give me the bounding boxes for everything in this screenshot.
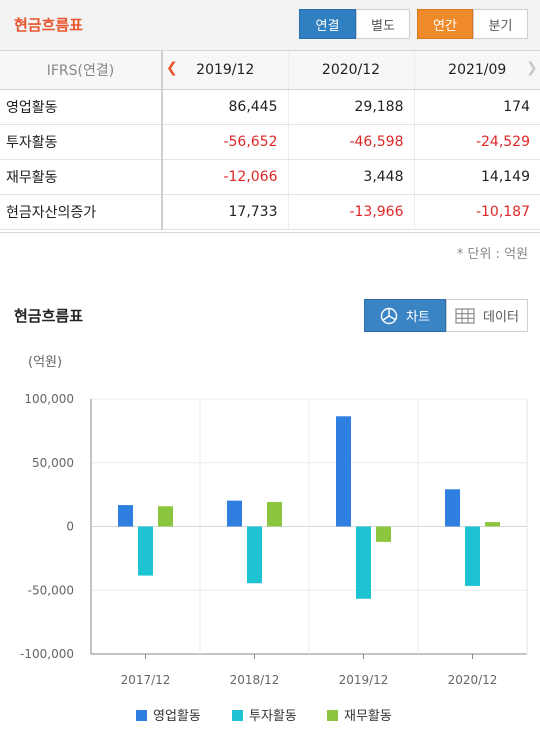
y-tick-label: 50,000 xyxy=(32,456,74,470)
bar xyxy=(158,506,173,527)
table-grid-icon xyxy=(455,307,475,324)
chart-tab-button[interactable]: 차트 xyxy=(364,299,446,332)
y-tick-label: -100,000 xyxy=(20,647,74,661)
quarterly-button[interactable]: 분기 xyxy=(473,9,528,39)
bar xyxy=(376,526,391,542)
cash-flow-chart: (억원) 100,000 50,000 0 -50,000 -100,000 2017/12… xyxy=(20,355,528,724)
pie-chart-icon xyxy=(380,307,398,324)
table-row: 투자활동 -56,652 -46,598 -24,529 xyxy=(0,124,540,160)
cash-flow-table: IFRS(연결) 2019/12 2020/12 2021/09 영업활동 86… xyxy=(0,50,540,230)
legend-label: 재무활동 xyxy=(344,709,392,724)
table-row: 영업활동 86,445 29,188 174 xyxy=(0,89,540,125)
chevron-right-icon[interactable]: ❯ xyxy=(526,60,538,76)
bar xyxy=(465,526,480,586)
x-tick-label: 2017/12 xyxy=(121,673,171,687)
y-tick-label: 100,000 xyxy=(24,392,74,406)
chart-tab-label: 차트 xyxy=(406,310,430,325)
table-cell: -46,598 xyxy=(287,124,414,160)
table-cell: 14,149 xyxy=(413,159,540,195)
section-divider xyxy=(0,232,540,233)
corner-label: IFRS(연결) xyxy=(0,50,163,90)
chevron-left-icon[interactable]: ❮ xyxy=(166,60,178,76)
row-label: 재무활동 xyxy=(0,159,163,195)
table-cell: 3,448 xyxy=(287,159,414,195)
y-axis-label: (억원) xyxy=(28,355,62,370)
legend-label: 영업활동 xyxy=(153,709,201,724)
table-row: 재무활동 -12,066 3,448 14,149 xyxy=(0,159,540,195)
bar xyxy=(247,526,262,584)
consolidated-button[interactable]: 연결 xyxy=(299,9,356,39)
period-header: 2021/09 xyxy=(413,50,540,90)
row-label: 투자활동 xyxy=(0,124,163,160)
bar xyxy=(267,502,282,527)
table-cell: -56,652 xyxy=(161,124,288,160)
chart-section-title: 현금흐름표 xyxy=(14,307,84,325)
y-tick-label: -50,000 xyxy=(28,583,74,597)
x-tick-label: 2018/12 xyxy=(230,673,280,687)
legend-label: 투자활동 xyxy=(249,709,297,724)
data-tab-label: 데이터 xyxy=(483,310,519,325)
separate-button[interactable]: 별도 xyxy=(356,9,410,39)
row-label: 영업활동 xyxy=(0,89,163,125)
table-row: 현금자산의증가 17,733 -13,966 -10,187 xyxy=(0,194,540,230)
period-header: 2019/12 xyxy=(161,50,288,90)
legend-swatch xyxy=(327,710,338,721)
header-bar: 현금흐름표 연결 별도 연간 분기 xyxy=(0,0,540,50)
bar xyxy=(485,522,500,527)
legend-swatch xyxy=(136,710,147,721)
bar xyxy=(118,505,133,527)
row-label: 현금자산의증가 xyxy=(0,194,163,230)
table-header-row: IFRS(연결) 2019/12 2020/12 2021/09 xyxy=(0,50,540,90)
unit-note: * 단위 : 억원 xyxy=(456,247,528,262)
table-cell: -12,066 xyxy=(161,159,288,195)
table-cell: 17,733 xyxy=(161,194,288,230)
table-cell: -10,187 xyxy=(413,194,540,230)
table-cell: 174 xyxy=(413,89,540,125)
bar xyxy=(336,416,351,527)
table-cell: 86,445 xyxy=(161,89,288,125)
x-tick-label: 2019/12 xyxy=(339,673,389,687)
y-tick-label: 0 xyxy=(66,520,74,534)
table-cell: 29,188 xyxy=(287,89,414,125)
data-tab-button[interactable]: 데이터 xyxy=(446,299,528,332)
period-header: 2020/12 xyxy=(287,50,414,90)
bar xyxy=(138,526,153,576)
legend-swatch xyxy=(232,710,243,721)
table-cell: -13,966 xyxy=(287,194,414,230)
table-cell: -24,529 xyxy=(413,124,540,160)
bar xyxy=(445,489,460,527)
bar xyxy=(227,500,242,527)
annual-button[interactable]: 연간 xyxy=(417,9,473,39)
page-title: 현금흐름표 xyxy=(14,16,84,34)
bar xyxy=(356,526,371,599)
x-tick-label: 2020/12 xyxy=(448,673,498,687)
